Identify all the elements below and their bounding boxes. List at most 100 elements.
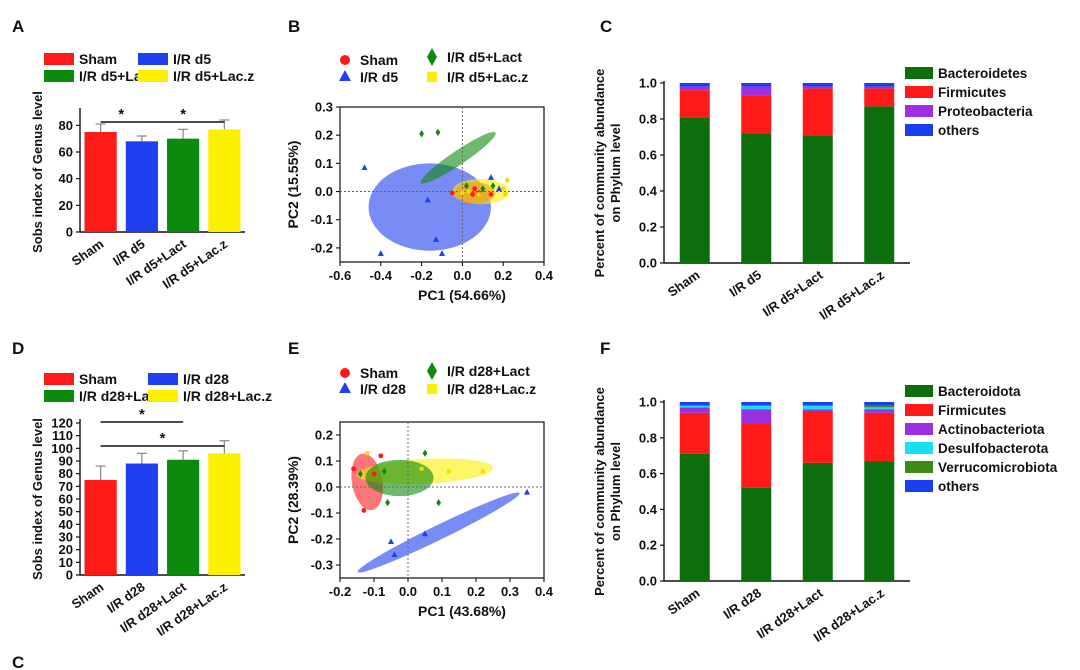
stack-segment-proteobacteria: [741, 86, 772, 96]
x-tick-label: Sham: [69, 236, 107, 269]
stack-segment-desulfobacterota: [864, 407, 895, 410]
confidence-ellipse: [357, 492, 520, 573]
y-tick-label: 60: [59, 492, 73, 507]
legend-label: I/R d5+Lac.z: [447, 69, 528, 85]
data-point: [501, 186, 506, 191]
stack-segment-others: [802, 83, 833, 87]
data-point: [460, 190, 465, 195]
legend-label: I/R d5: [360, 69, 398, 85]
x-tick-label: -0.6: [329, 268, 351, 283]
panel-letter-C: C: [600, 17, 612, 36]
stack-segment-others: [679, 83, 710, 87]
legend-label: Sham: [79, 371, 117, 387]
y-tick-label: 120: [51, 416, 73, 431]
legend-swatch: [905, 385, 933, 397]
data-point: [488, 191, 494, 197]
data-point: [361, 164, 368, 170]
panel-letter-C-next: C: [12, 653, 24, 670]
stack-segment-firmicutes: [741, 95, 772, 134]
legend-label: Firmicutes: [938, 403, 1006, 418]
panel-letter-E: E: [288, 339, 299, 358]
x-tick-label: -0.2: [410, 268, 432, 283]
legend-swatch: [905, 480, 933, 492]
panel-letter-B: B: [288, 17, 300, 36]
y-tick-label: 80: [59, 466, 73, 481]
y-tick-label: 0.6: [639, 466, 657, 481]
data-point: [371, 471, 377, 477]
stack-segment-bacteroidetes: [864, 106, 895, 264]
y-tick-label: 100: [51, 441, 73, 456]
legend-label: Sham: [79, 51, 117, 67]
legend-swatch: [138, 53, 168, 65]
stack-segment-proteobacteria: [802, 86, 833, 89]
legend-marker: [427, 384, 437, 394]
data-point: [524, 488, 530, 495]
stack-segment-bacteroidota: [679, 453, 710, 581]
panel-letter-F: F: [600, 339, 610, 358]
legend-swatch: [905, 124, 933, 136]
x-tick-label: -0.1: [363, 584, 385, 599]
legend-swatch: [44, 53, 74, 65]
bar-i-r-d5-lact: [167, 138, 200, 232]
legend-label: Proteobacteria: [938, 104, 1033, 119]
legend-label: I/R d28+Lac.z: [447, 381, 536, 397]
data-point: [422, 530, 428, 537]
stack-segment-firmicutes: [741, 423, 772, 488]
x-tick-label: 0.3: [501, 584, 519, 599]
data-point: [435, 128, 441, 136]
panel-D: Sham I/R d28 I/R d28+Lact I/R d28+Lac.z 0102…: [30, 371, 272, 639]
x-tick-label: 0.4: [535, 268, 554, 283]
data-point: [432, 236, 439, 242]
stack-segment-bacteroidota: [802, 462, 833, 581]
y-axis-label: Percent of community abundance: [592, 69, 607, 278]
confidence-ellipse: [365, 459, 434, 497]
data-point: [480, 185, 486, 193]
bar-sham: [84, 480, 117, 575]
y-tick-label: 40: [59, 517, 73, 532]
legend-label: others: [938, 123, 979, 138]
y-axis-label: PC2 (15.55%): [285, 141, 301, 229]
data-point: [419, 466, 424, 471]
legend-marker: [427, 72, 437, 82]
data-point: [490, 182, 496, 190]
significance-star: *: [180, 106, 186, 123]
stack-segment-bacteroidetes: [741, 133, 772, 263]
y-tick-label: 0.8: [639, 112, 657, 127]
y-tick-label: 0.6: [639, 148, 657, 163]
legend-swatch: [905, 67, 933, 79]
stack-segment-actinobacteriota: [802, 409, 833, 411]
legend-label: I/R d28+Lac.z: [183, 388, 272, 404]
x-tick-label: 0.0: [453, 268, 471, 283]
legend-label: Actinobacteriota: [938, 422, 1045, 437]
x-tick-label: -0.2: [329, 584, 351, 599]
panel-letter-D: D: [12, 339, 24, 358]
bar-i-r-d5: [125, 141, 158, 232]
stack-segment-actinobacteriota: [679, 407, 710, 413]
data-point: [466, 189, 471, 194]
y-axis-label: on Phylum level: [608, 442, 623, 541]
bar-i-r-d28: [125, 463, 158, 575]
y-axis-label: Percent of community abundance: [592, 387, 607, 596]
stack-segment-firmicutes: [864, 412, 895, 462]
data-point: [358, 470, 363, 478]
stack-segment-proteobacteria: [679, 86, 710, 91]
data-point: [439, 250, 445, 256]
y-tick-label: 1.0: [639, 395, 657, 410]
stack-segment-others: [864, 83, 895, 87]
legend-label: I/R d5+Lact: [79, 68, 154, 84]
legend-label: others: [938, 479, 979, 494]
legend-label: I/R d5+Lact: [447, 49, 522, 65]
legend-label: I/R d5: [173, 51, 211, 67]
stack-segment-others: [864, 402, 895, 406]
legend-label: I/R d28: [360, 381, 406, 397]
data-point: [385, 499, 390, 507]
y-tick-label: -0.1: [311, 506, 333, 521]
y-tick-label: 80: [59, 118, 73, 133]
data-point: [449, 190, 455, 196]
legend-swatch: [44, 70, 74, 82]
y-axis-label: PC2 (28.39%): [285, 456, 301, 544]
panel-A: Sham I/R d5 I/R d5+Lact I/R d5+Lac.z 0 20 40 60…: [30, 51, 254, 292]
